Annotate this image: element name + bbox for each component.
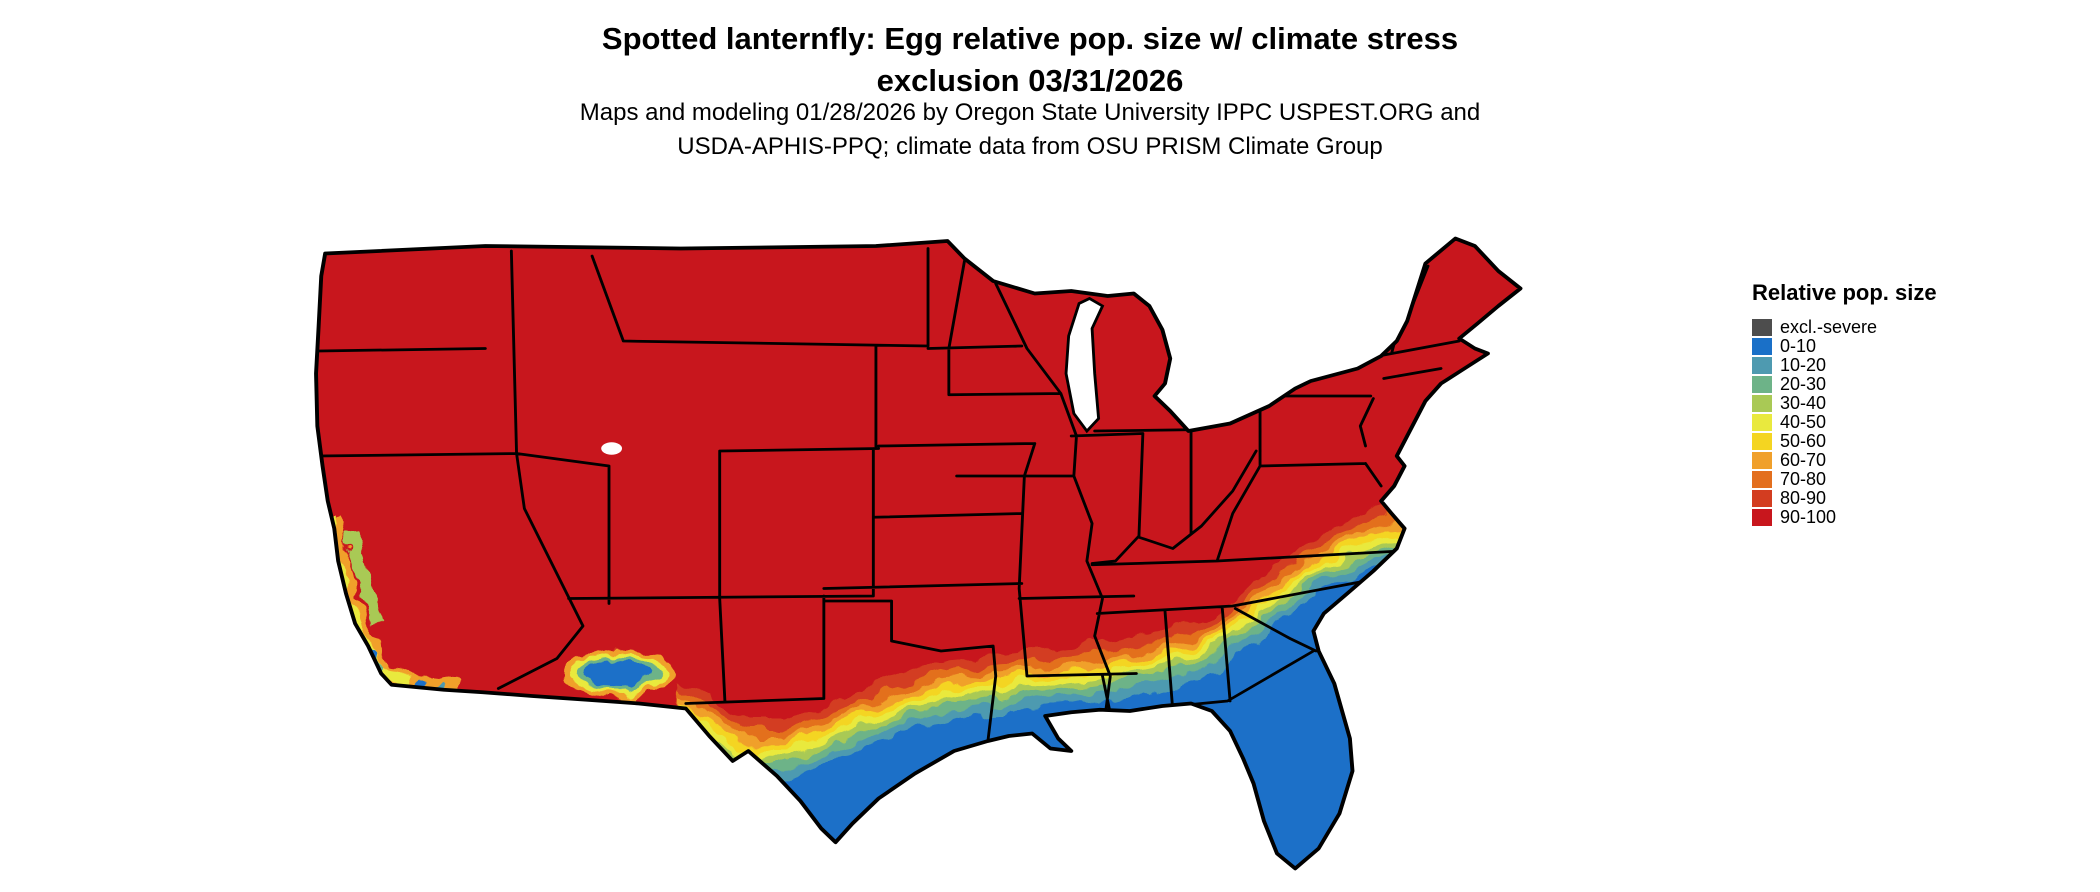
legend-item: 50-60 [1752, 431, 1937, 451]
legend-label: 10-20 [1780, 355, 1827, 375]
legend-item: excl.-severe [1752, 317, 1937, 337]
legend-item: 80-90 [1752, 488, 1937, 508]
az-patch-core-blue [584, 661, 652, 686]
legend-swatch [1752, 452, 1772, 469]
legend-item: 20-30 [1752, 374, 1937, 394]
title-line-2: exclusion 03/31/2026 [876, 62, 1184, 98]
great-salt-lake [601, 442, 623, 455]
legend-label: 90-100 [1780, 507, 1837, 527]
legend-item: 10-20 [1752, 355, 1937, 375]
title-line-1: Spotted lanternfly: Egg relative pop. si… [601, 21, 1459, 56]
legend-label: 20-30 [1780, 374, 1827, 394]
legend-item: 90-100 [1752, 507, 1937, 527]
legend-item: 60-70 [1752, 450, 1937, 470]
legend-swatch [1752, 395, 1772, 412]
legend-swatch [1752, 376, 1772, 393]
subtitle: Maps and modeling 01/28/2026 by Oregon S… [0, 96, 2060, 163]
legend-items: excl.-severe 0-10 10-20 20-30 30-40 40-50 50-6… [1752, 317, 1937, 527]
legend-swatch [1752, 509, 1772, 526]
legend-title: Relative pop. size [1752, 280, 1937, 305]
subtitle-line-1: Maps and modeling 01/28/2026 by Oregon S… [579, 99, 1481, 126]
us-outline [314, 236, 1523, 871]
legend-swatch [1752, 319, 1772, 336]
legend-item: 40-50 [1752, 412, 1937, 432]
legend-label: 70-80 [1780, 469, 1827, 489]
legend-label: 30-40 [1780, 393, 1827, 413]
legend-label: 60-70 [1780, 450, 1827, 470]
legend-swatch [1752, 357, 1772, 374]
legend-swatch [1752, 471, 1772, 488]
us-map [314, 236, 1523, 871]
subtitle-line-2: USDA-APHIS-PPQ; climate data from OSU PR… [677, 132, 1383, 160]
legend-label: 40-50 [1780, 412, 1827, 432]
legend-item: 30-40 [1752, 393, 1937, 413]
map-fill-area [316, 238, 1521, 869]
legend: Relative pop. size excl.-severe 0-10 10-20… [1752, 280, 1937, 527]
legend-label: 50-60 [1780, 431, 1827, 451]
legend-swatch [1752, 414, 1772, 431]
legend-label: 0-10 [1780, 336, 1817, 356]
lake-michigan [1064, 296, 1105, 434]
legend-swatch [1752, 338, 1772, 355]
legend-item: 70-80 [1752, 469, 1937, 489]
legend-swatch [1752, 433, 1772, 450]
ca-central-valley-strip [344, 529, 385, 626]
page-title: Spotted lanternfly: Egg relative pop. si… [0, 18, 2060, 102]
legend-item: 0-10 [1752, 336, 1937, 356]
legend-swatch [1752, 490, 1772, 507]
legend-label: 80-90 [1780, 488, 1827, 508]
legend-label: excl.-severe [1780, 317, 1878, 337]
